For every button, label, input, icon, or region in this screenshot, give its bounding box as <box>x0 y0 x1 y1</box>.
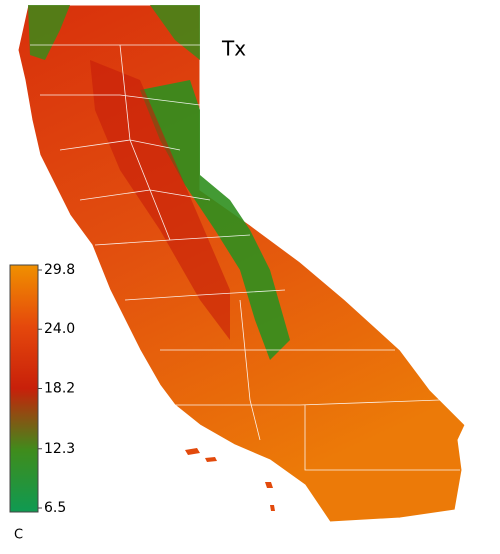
north-cool-zone <box>28 5 200 60</box>
colorbar: C 29.8 24.0 18.2 12.3 6.5 <box>9 262 75 543</box>
colorbar-tick-label: 29.8 <box>44 262 75 278</box>
california-map <box>17 4 466 523</box>
county-line <box>119 44 171 241</box>
colorbar-tick-label: 24.0 <box>44 321 75 337</box>
colorbar-tick-label: 12.3 <box>44 441 75 457</box>
county-line <box>124 289 286 301</box>
central-valley <box>90 60 230 340</box>
colorbar-tick-label: 6.5 <box>44 500 66 516</box>
sierra-cool-zone <box>140 80 290 360</box>
county-line <box>304 405 460 471</box>
county-line <box>40 94 201 106</box>
colorbar-scale <box>9 264 39 513</box>
county-line <box>175 399 441 406</box>
map-title: Tx <box>221 37 246 61</box>
colorbar-tick-label: 18.2 <box>44 380 75 396</box>
channel-islands <box>185 448 275 511</box>
colorbar-unit: C <box>14 528 23 543</box>
county-lines <box>30 44 460 471</box>
county-line <box>239 299 261 441</box>
